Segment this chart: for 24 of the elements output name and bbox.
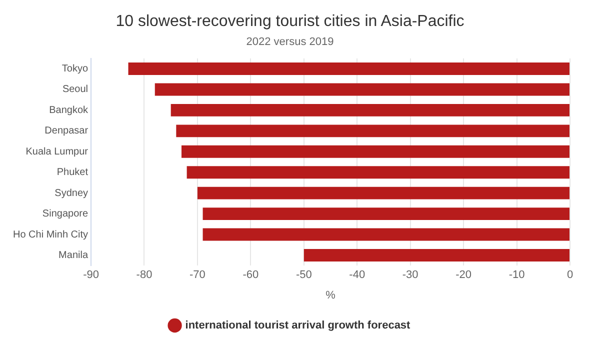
x-tick-label: -10 <box>508 269 525 282</box>
x-tick-label: 0 <box>566 269 574 282</box>
x-tick-label: -30 <box>402 269 418 282</box>
chart-title: 10 slowest-recovering tourist cities in Asia-Pacific <box>116 13 464 30</box>
legend-label: international tourist arrival growth forecast <box>185 320 411 332</box>
y-tick-label: Manila <box>58 250 88 261</box>
x-tick-label: -40 <box>349 269 366 282</box>
y-tick-label: Kuala Lumpur <box>26 146 89 158</box>
x-tick-label: -80 <box>136 269 152 282</box>
y-tick-label: Denpasar <box>44 126 89 137</box>
x-axis-title: % <box>326 289 336 302</box>
y-tick-label: Phuket <box>56 167 88 178</box>
y-tick-label: Sydney <box>54 188 88 199</box>
x-tick-label: -20 <box>456 269 472 282</box>
y-tick-label: Tokyo <box>62 64 88 75</box>
x-tick-label: -60 <box>242 269 259 282</box>
y-tick-label: Singapore <box>42 208 88 220</box>
x-tick-label: -70 <box>190 269 206 282</box>
y-tick-label: Ho Chi Minh City <box>12 229 88 240</box>
y-tick-label: Bangkok <box>49 104 90 116</box>
x-tick-label: -90 <box>83 269 99 282</box>
x-tick-label: -50 <box>296 269 312 282</box>
chart-subtitle: 2022 versus 2019 <box>246 36 334 48</box>
y-tick-label: Seoul <box>62 84 88 96</box>
